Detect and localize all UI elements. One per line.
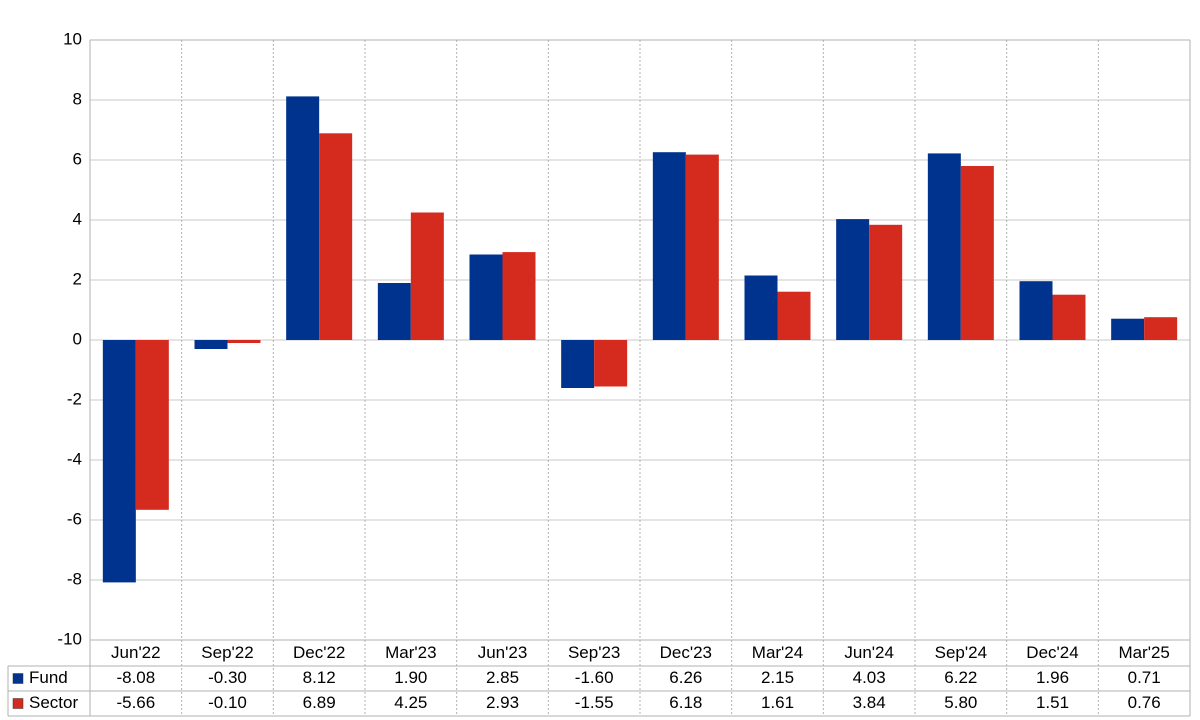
table-value: 0.76 xyxy=(1128,693,1161,712)
table-value: 6.26 xyxy=(669,668,702,687)
bar xyxy=(194,340,228,349)
bar xyxy=(319,133,353,340)
legend-swatch xyxy=(12,698,24,709)
x-tick-label: Sep'24 xyxy=(935,643,987,662)
table-value: 1.96 xyxy=(1036,668,1069,687)
x-tick-label: Sep'22 xyxy=(201,643,253,662)
bar xyxy=(652,152,686,340)
y-tick-label: -10 xyxy=(57,629,82,648)
table-value: 1.51 xyxy=(1036,693,1069,712)
bar xyxy=(502,252,536,340)
bar xyxy=(1052,294,1086,340)
legend-label: Sector xyxy=(29,693,78,712)
x-tick-label: Mar'25 xyxy=(1118,643,1169,662)
y-tick-label: 2 xyxy=(73,269,82,288)
table-value: 6.18 xyxy=(669,693,702,712)
x-tick-label: Jun'23 xyxy=(478,643,528,662)
legend-swatch xyxy=(12,673,24,684)
y-tick-label: -6 xyxy=(67,509,82,528)
table-value: -1.55 xyxy=(575,693,614,712)
bar xyxy=(685,154,719,340)
y-tick-label: 4 xyxy=(73,209,82,228)
bar xyxy=(410,212,444,340)
y-tick-label: 8 xyxy=(73,89,82,108)
table-value: -1.60 xyxy=(575,668,614,687)
x-tick-label: Dec'23 xyxy=(660,643,712,662)
table-value: -0.10 xyxy=(208,693,247,712)
bar xyxy=(1144,317,1178,340)
y-tick-label: -8 xyxy=(67,569,82,588)
y-tick-label: -4 xyxy=(67,449,82,468)
x-tick-label: Dec'24 xyxy=(1026,643,1078,662)
bar xyxy=(777,291,811,340)
x-tick-label: Jun'24 xyxy=(844,643,894,662)
table-value: 3.84 xyxy=(853,693,886,712)
bar xyxy=(102,340,136,583)
bar xyxy=(377,283,411,340)
bar xyxy=(744,275,778,340)
y-tick-label: 10 xyxy=(63,29,82,48)
x-tick-label: Jun'22 xyxy=(111,643,161,662)
table-value: 2.93 xyxy=(486,693,519,712)
bar xyxy=(135,340,169,510)
y-tick-label: 0 xyxy=(73,329,82,348)
bar xyxy=(960,166,994,340)
x-tick-label: Mar'23 xyxy=(385,643,436,662)
table-value: 6.22 xyxy=(944,668,977,687)
x-tick-label: Dec'22 xyxy=(293,643,345,662)
x-tick-label: Mar'24 xyxy=(752,643,803,662)
table-value: 4.03 xyxy=(853,668,886,687)
bar xyxy=(227,340,261,343)
table-value: -8.08 xyxy=(116,668,155,687)
bar xyxy=(561,340,595,388)
y-tick-label: -2 xyxy=(67,389,82,408)
bar xyxy=(1019,281,1053,340)
bar xyxy=(1111,318,1145,340)
table-value: 1.90 xyxy=(394,668,427,687)
bar xyxy=(869,224,903,340)
table-value: 1.61 xyxy=(761,693,794,712)
bar xyxy=(927,153,961,340)
bar xyxy=(836,219,870,340)
table-value: -5.66 xyxy=(116,693,155,712)
table-value: 5.80 xyxy=(944,693,977,712)
bar xyxy=(469,254,503,340)
table-value: 8.12 xyxy=(303,668,336,687)
table-value: 2.15 xyxy=(761,668,794,687)
y-tick-label: 6 xyxy=(73,149,82,168)
table-value: 0.71 xyxy=(1128,668,1161,687)
table-value: 2.85 xyxy=(486,668,519,687)
table-value: -0.30 xyxy=(208,668,247,687)
x-tick-label: Sep'23 xyxy=(568,643,620,662)
bar xyxy=(594,340,628,387)
table-value: 4.25 xyxy=(394,693,427,712)
legend-label: Fund xyxy=(29,668,68,687)
bar xyxy=(286,96,320,341)
table-value: 6.89 xyxy=(303,693,336,712)
